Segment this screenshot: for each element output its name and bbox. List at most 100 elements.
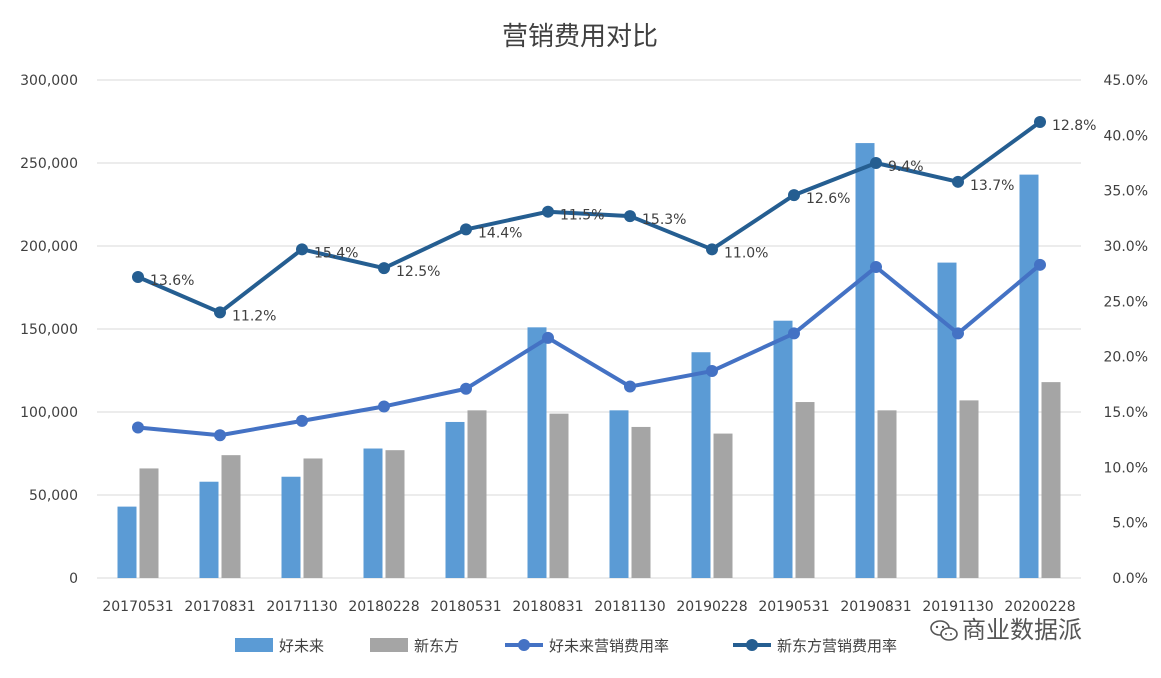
y-left-tick-label: 100,000 bbox=[20, 405, 78, 421]
bar-tal bbox=[691, 352, 711, 578]
legend-swatch-marker bbox=[746, 639, 758, 651]
line-point bbox=[1034, 116, 1046, 129]
y-right-tick-label: 40.0% bbox=[1104, 128, 1148, 144]
data-label: 11.0% bbox=[724, 245, 768, 261]
bar-tal bbox=[281, 476, 301, 578]
line-point bbox=[788, 189, 800, 202]
line-point bbox=[542, 331, 554, 344]
y-left-tick-label: 150,000 bbox=[20, 322, 78, 338]
gridlines bbox=[97, 79, 1081, 579]
bar-edu bbox=[139, 468, 159, 578]
x-tick-label: 20170531 bbox=[102, 599, 173, 615]
line-point bbox=[214, 306, 226, 319]
legend-swatch-bar bbox=[370, 638, 408, 652]
line-point bbox=[460, 382, 472, 395]
bar-edu bbox=[959, 400, 979, 578]
x-tick-label: 20190228 bbox=[676, 599, 747, 615]
watermark-text: 商业数据派 bbox=[962, 616, 1082, 644]
line-point bbox=[870, 157, 882, 169]
line-point bbox=[624, 210, 636, 223]
data-label: 15.3% bbox=[642, 212, 686, 228]
y-right-tick-label: 20.0% bbox=[1104, 350, 1148, 366]
line-point bbox=[378, 262, 390, 275]
legend-label: 好未来 bbox=[279, 637, 324, 655]
x-tick-label: 20180531 bbox=[430, 599, 501, 615]
bar-edu bbox=[385, 450, 405, 578]
data-label: 13.6% bbox=[150, 273, 194, 289]
data-label: 9.4% bbox=[888, 159, 924, 175]
x-tick-label: 20191130 bbox=[922, 599, 993, 615]
line-point bbox=[706, 243, 718, 256]
bar-edu bbox=[221, 455, 241, 578]
watermark: 商业数据派 bbox=[930, 616, 1082, 644]
data-label: 11.5% bbox=[560, 208, 604, 224]
data-labels: 13.6% 11.2% 15.4% 12.5% 14.4% 11.5% 15.3% 11.0%… bbox=[150, 118, 1096, 324]
x-tick-label: 20170831 bbox=[184, 599, 255, 615]
line-point bbox=[132, 270, 144, 283]
y-left-tick-label: 300,000 bbox=[20, 73, 78, 89]
y-right-tick-label: 10.0% bbox=[1104, 460, 1148, 476]
legend: 好未来 新东方 好未来营销费用率 新东方营销费用率 bbox=[235, 637, 897, 655]
line-point bbox=[788, 327, 800, 340]
line-point bbox=[378, 400, 390, 413]
data-label: 12.5% bbox=[396, 264, 440, 280]
bars bbox=[117, 143, 1061, 578]
bar-edu bbox=[631, 426, 651, 578]
bar-edu bbox=[467, 410, 487, 578]
bar-tal bbox=[855, 143, 875, 578]
bar-tal bbox=[609, 410, 629, 578]
bar-tal bbox=[527, 327, 547, 578]
y-right-tick-label: 5.0% bbox=[1112, 516, 1148, 532]
y-right-tick-label: 45.0% bbox=[1104, 73, 1148, 89]
line-point bbox=[870, 261, 882, 274]
data-label: 14.4% bbox=[478, 225, 522, 241]
bar-tal bbox=[117, 506, 137, 578]
data-label: 12.8% bbox=[1052, 118, 1096, 134]
lines bbox=[132, 116, 1046, 442]
axes: 0 50,000 100,000 150,000 200,000 250,000 300,0… bbox=[20, 73, 1148, 615]
wechat-icon bbox=[930, 620, 958, 641]
legend-swatch-bar bbox=[235, 638, 273, 652]
line-point bbox=[296, 414, 308, 427]
bar-edu bbox=[549, 413, 569, 578]
line-point bbox=[132, 421, 144, 434]
y-left-tick-label: 50,000 bbox=[29, 488, 78, 504]
legend-swatch-marker bbox=[518, 639, 530, 651]
bar-edu bbox=[795, 402, 815, 578]
bar-tal bbox=[445, 421, 465, 578]
bar-tal bbox=[199, 481, 219, 578]
y-right-tick-label: 0.0% bbox=[1112, 571, 1148, 587]
data-label: 15.4% bbox=[314, 245, 358, 261]
line-point bbox=[460, 223, 472, 236]
bar-edu bbox=[1041, 382, 1061, 578]
bar-tal bbox=[773, 320, 793, 578]
y-left-tick-label: 0 bbox=[69, 571, 78, 587]
legend-label: 新东方 bbox=[414, 637, 459, 655]
y-left-tick-label: 200,000 bbox=[20, 239, 78, 255]
line-point bbox=[296, 243, 308, 256]
data-label: 12.6% bbox=[806, 191, 850, 207]
y-right-tick-label: 35.0% bbox=[1104, 184, 1148, 200]
bar-tal bbox=[363, 448, 383, 578]
legend-label: 好未来营销费用率 bbox=[549, 637, 669, 655]
x-tick-label: 20181130 bbox=[594, 599, 665, 615]
y-left-tick-label: 250,000 bbox=[20, 156, 78, 172]
x-tick-label: 20200228 bbox=[1004, 599, 1075, 615]
bar-edu bbox=[713, 433, 733, 578]
x-tick-label: 20190831 bbox=[840, 599, 911, 615]
line-point bbox=[1034, 258, 1046, 271]
series-line bbox=[136, 262, 1042, 438]
data-label: 13.7% bbox=[970, 178, 1014, 194]
line-point bbox=[542, 205, 554, 218]
chart-title: 营销费用对比 bbox=[502, 22, 658, 52]
data-label: 11.2% bbox=[232, 308, 276, 324]
y-right-tick-label: 30.0% bbox=[1104, 239, 1148, 255]
bar-edu bbox=[303, 458, 323, 578]
line-point bbox=[952, 175, 964, 188]
line-point bbox=[952, 327, 964, 340]
bar-tal bbox=[1019, 174, 1039, 578]
x-tick-label: 20180228 bbox=[348, 599, 419, 615]
line-point bbox=[706, 365, 718, 378]
